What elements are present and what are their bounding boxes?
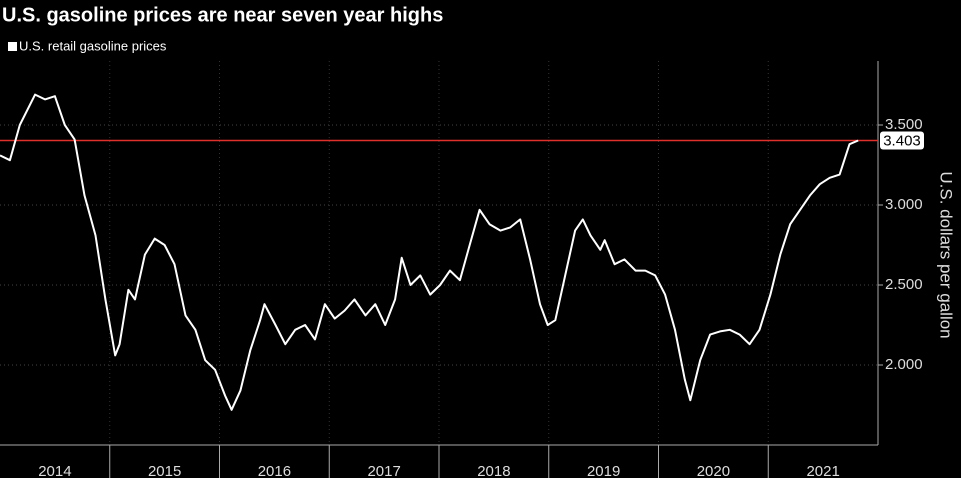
y-tick-label: 2.000 xyxy=(885,356,923,373)
series-line xyxy=(0,93,859,411)
legend-swatch xyxy=(8,42,17,51)
x-tick-label: 2019 xyxy=(587,463,620,478)
x-tick-label: 2014 xyxy=(38,463,71,478)
y-tick-label: 3.500 xyxy=(885,116,923,133)
value-label-box xyxy=(880,131,924,150)
x-tick-label: 2018 xyxy=(477,463,510,478)
y-tick-label: 2.500 xyxy=(885,276,923,293)
x-tick-label: 2016 xyxy=(258,463,291,478)
x-tick-label: 2015 xyxy=(148,463,181,478)
x-tick-label: 2017 xyxy=(367,463,400,478)
value-label: 3.403 xyxy=(883,132,921,149)
x-tick-label: 2021 xyxy=(806,463,839,478)
x-tick-label: 2020 xyxy=(697,463,730,478)
y-axis-label: U.S. dollars per gallon xyxy=(937,171,956,338)
chart-title: U.S. gasoline prices are near seven year… xyxy=(2,4,443,26)
y-tick-label: 3.000 xyxy=(885,196,923,213)
legend-label: U.S. retail gasoline prices xyxy=(19,38,167,53)
